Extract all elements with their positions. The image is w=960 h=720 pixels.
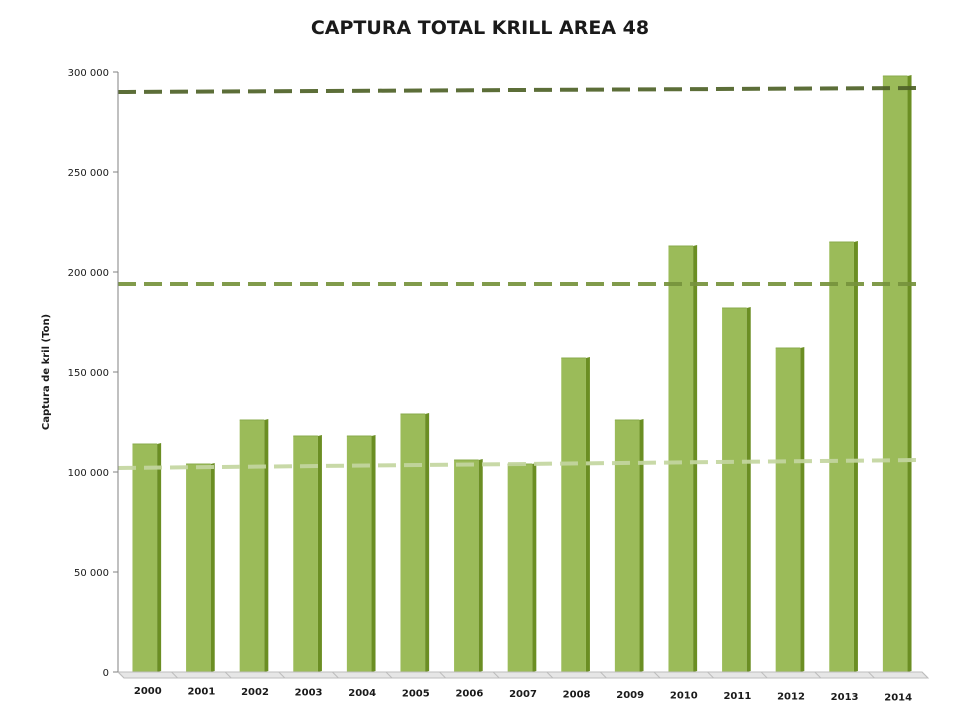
bar-2001 [186, 464, 211, 672]
bar-2011 [722, 308, 747, 672]
bar-side-2006 [478, 459, 483, 672]
bar-2013 [829, 242, 854, 672]
x-tick-mark [546, 671, 554, 679]
bar-2007 [507, 464, 533, 672]
reference-line-1 [117, 458, 923, 470]
x-tick-mark [439, 671, 446, 679]
x-tick-label: 2006 [455, 689, 483, 700]
x-tick-label: 2014 [884, 692, 912, 703]
x-tick-mark [171, 671, 178, 679]
bar-side-2009 [639, 419, 644, 672]
bar-side-2011 [746, 307, 751, 672]
x-tick-mark [707, 671, 714, 679]
x-tick-mark [332, 671, 339, 679]
axes-layer: 0 50 000 100 000 150 000 200 000 250 000 300 0… [68, 68, 930, 703]
bar-side-2001 [210, 463, 215, 672]
bar-2012 [775, 348, 801, 672]
x-tick-mark [278, 671, 286, 679]
bar-side-2012 [800, 347, 805, 672]
x-tick-label: 2012 [777, 691, 805, 702]
chart-title: CAPTURA TOTAL KRILL AREA 48 [311, 17, 649, 39]
x-tick-mark [600, 671, 607, 679]
y-tick-label: 100 000 [68, 468, 109, 479]
y-tick-label: 200 000 [68, 268, 109, 279]
y-tick-label: 50 000 [74, 568, 109, 579]
x-tick-label: 2002 [241, 687, 269, 698]
x-tick-mark [492, 671, 500, 679]
bar-side-2000 [157, 443, 162, 672]
reference-line-3 [117, 86, 923, 94]
y-axis-label: Captura de kril (Ton) [41, 314, 52, 430]
x-tick-label: 2005 [402, 688, 430, 699]
bar-side-2008 [585, 357, 590, 672]
y-tick-label: 150 000 [68, 368, 109, 379]
bar-side-2005 [425, 413, 430, 672]
bar-2006 [454, 460, 479, 672]
bars-layer [132, 75, 912, 672]
bar-side-2007 [532, 463, 537, 672]
bar-2000 [132, 444, 158, 672]
bar-2014 [882, 76, 908, 672]
bar-2005 [400, 414, 426, 672]
x-tick-label: 2003 [295, 687, 323, 698]
x-tick-mark [760, 671, 768, 679]
bar-side-2003 [317, 435, 322, 672]
bar-2004 [346, 436, 372, 672]
bar-side-2004 [371, 435, 376, 672]
bar-side-2014 [907, 75, 912, 672]
bar-side-2010 [693, 245, 698, 672]
bar-2009 [614, 420, 640, 672]
x-tick-label: 2004 [348, 688, 376, 699]
x-tick-label: 2011 [723, 691, 751, 702]
x-tick-mark [224, 671, 232, 679]
x-tick-label: 2013 [831, 692, 859, 703]
reference-lines-layer [117, 86, 923, 470]
y-tick-label: 250 000 [68, 168, 109, 179]
y-tick-label: 0 [103, 668, 109, 679]
x-tick-mark [814, 671, 822, 679]
x-tick-mark [921, 671, 929, 679]
chart-floor [116, 671, 930, 679]
y-tick-label: 300 000 [68, 68, 109, 79]
bar-side-2013 [853, 241, 858, 672]
x-tick-label: 2010 [670, 691, 698, 702]
x-tick-mark [868, 671, 875, 679]
bar-2003 [293, 436, 318, 672]
x-tick-mark [385, 671, 393, 679]
x-tick-mark [653, 671, 661, 679]
bar-2010 [668, 246, 694, 672]
x-tick-mark [117, 671, 125, 679]
bar-2002 [239, 420, 265, 672]
x-tick-label: 2007 [509, 689, 537, 700]
bar-2008 [561, 358, 586, 672]
bar-side-2002 [264, 419, 269, 672]
x-tick-label: 2008 [563, 690, 591, 701]
x-tick-label: 2001 [187, 686, 215, 697]
x-tick-label: 2009 [616, 690, 644, 701]
x-tick-label: 2000 [134, 686, 162, 697]
